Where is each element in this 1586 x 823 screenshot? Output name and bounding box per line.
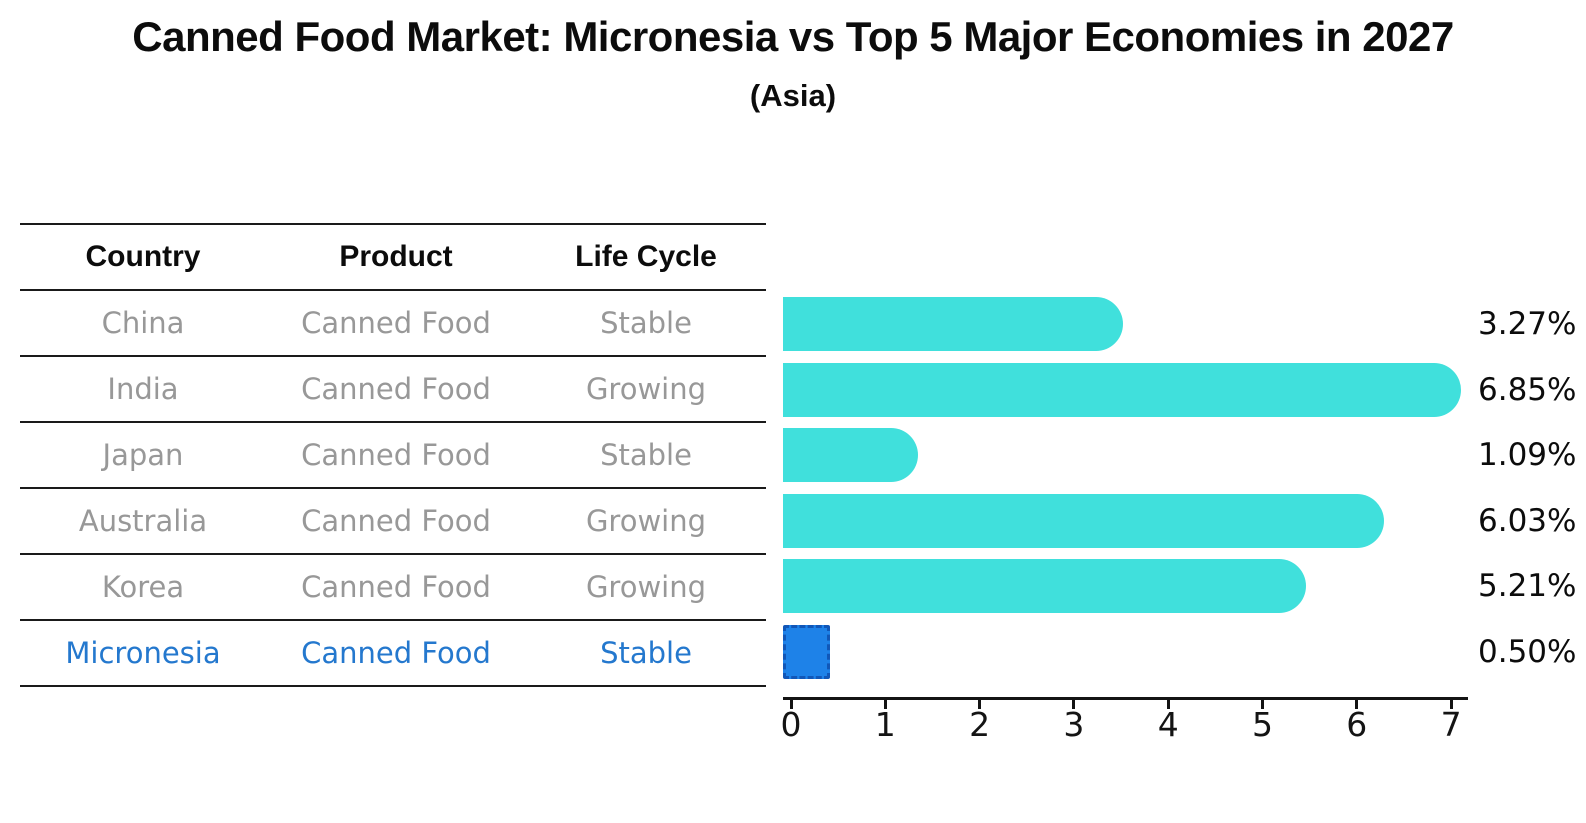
- bar-japan: [783, 428, 918, 482]
- x-axis-tick: [789, 698, 793, 709]
- bar-micronesia: [783, 624, 831, 679]
- cell-life-cycle: Stable: [600, 306, 692, 340]
- cell-product: Canned Food: [301, 570, 491, 604]
- comparison-table: Country Product Life Cycle China Canned F…: [20, 223, 766, 687]
- header-cell-country: Country: [85, 240, 201, 273]
- cell-product: Canned Food: [301, 306, 491, 340]
- x-axis-tick: [1072, 698, 1076, 709]
- header-cell-life-cycle: Life Cycle: [575, 240, 717, 273]
- table-row: Korea Canned Food Growing: [20, 555, 766, 621]
- cell-country: Japan: [102, 438, 184, 472]
- cell-life-cycle: Growing: [585, 570, 707, 604]
- cell-life-cycle: Growing: [585, 504, 707, 538]
- cell-country: Korea: [101, 570, 185, 604]
- header-cell-product: Product: [339, 240, 453, 273]
- x-axis-tick: [1166, 698, 1170, 709]
- cell-product: Canned Food: [301, 438, 491, 472]
- cell-country: Australia: [78, 504, 208, 538]
- bar-chart: 3.27% 6.85% 1.09% 6.03% 5.21% 0.50% 0 1 2 3 4 5 6 7: [780, 0, 1586, 823]
- value-label: 6.03%: [1478, 502, 1577, 539]
- bar-australia: [783, 493, 1384, 548]
- x-axis-tick: [883, 698, 887, 709]
- x-axis-line: [783, 697, 1468, 700]
- table-row: Australia Canned Food Growing: [20, 489, 766, 555]
- value-label: 3.27%: [1478, 306, 1577, 342]
- cell-product: Canned Food: [301, 504, 491, 538]
- x-axis-tick: [978, 698, 982, 709]
- chart-title: Canned Food Market: Micronesia vs Top 5 …: [132, 13, 1454, 60]
- table-row: China Canned Food Stable: [20, 291, 766, 357]
- table-row: Japan Canned Food Stable: [20, 423, 766, 489]
- x-axis-tick-label: 4: [1157, 705, 1179, 744]
- value-label: 5.21%: [1478, 568, 1577, 604]
- cell-product: Canned Food: [301, 372, 491, 406]
- x-axis-tick-label: 5: [1252, 705, 1273, 744]
- cell-life-cycle: Stable: [600, 438, 692, 472]
- x-axis-tick: [1261, 698, 1264, 709]
- cell-country: Micronesia: [65, 636, 221, 670]
- table-header-row: Country Product Life Cycle: [20, 225, 766, 291]
- chart-subtitle: (Asia): [749, 78, 837, 113]
- x-axis-tick: [1355, 698, 1359, 709]
- x-axis-tick-label: 1: [874, 705, 896, 744]
- cell-product: Canned Food: [301, 636, 491, 670]
- value-label: 1.09%: [1478, 437, 1577, 473]
- bar-china: [783, 297, 1124, 351]
- x-axis-tick-label: 7: [1440, 705, 1462, 744]
- cell-life-cycle: Stable: [600, 636, 692, 670]
- value-label: 6.85%: [1478, 371, 1577, 408]
- cell-life-cycle: Growing: [585, 372, 707, 406]
- x-axis-tick-label: 2: [969, 705, 991, 744]
- table-row: India Canned Food Growing: [20, 357, 766, 423]
- bar-korea: [783, 559, 1307, 613]
- value-label: 0.50%: [1478, 633, 1577, 670]
- bar-india: [783, 362, 1461, 417]
- x-axis-tick-label: 3: [1063, 705, 1085, 744]
- x-axis-tick: [1449, 698, 1453, 709]
- x-axis-tick-label: 6: [1346, 705, 1368, 744]
- cell-country: China: [101, 306, 185, 340]
- cell-country: India: [107, 372, 179, 406]
- x-axis-tick-label: 0: [780, 705, 802, 744]
- table-row: Micronesia Canned Food Stable: [20, 621, 766, 687]
